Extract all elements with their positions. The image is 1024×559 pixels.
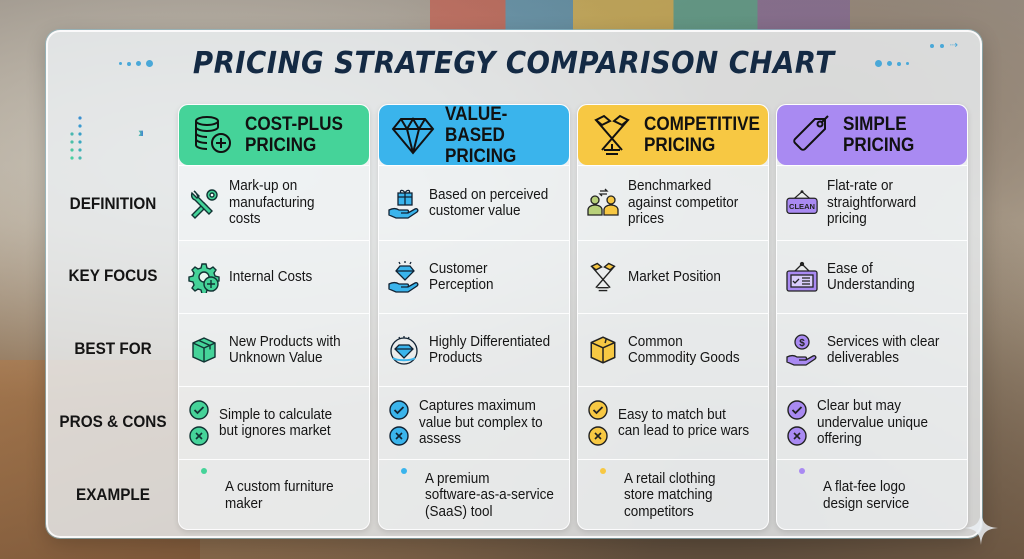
cell-definition: CLEAN Flat-rate or straightforward prici… — [777, 165, 967, 240]
comparison-panel: ⇢ PRICING STRATEGY COMPARISON CHART ››› … — [46, 30, 982, 538]
cell-pros-cons: Captures maximum value but complex to as… — [379, 386, 569, 459]
cell-example: A retail clothing store matching competi… — [578, 459, 768, 529]
background-shelf — [430, 0, 850, 30]
header-label: SIMPLE PRICING — [843, 114, 915, 156]
example-text: A premium software-as-a-service (SaaS) t… — [425, 470, 554, 520]
box-icon — [192, 337, 216, 363]
price-tag-icon — [793, 115, 829, 151]
diamond-hand-icon — [388, 261, 419, 293]
example-text: A custom furniture maker — [225, 479, 334, 512]
clean-sign-icon: CLEAN — [786, 190, 818, 215]
header-label: COMPETITIVE PRICING — [644, 114, 760, 156]
key-focus-text: Internal Costs — [229, 268, 313, 285]
chevrons-decoration: ››› — [138, 124, 146, 140]
x-circle-icon — [389, 426, 409, 446]
bullet-dot — [600, 468, 606, 474]
coin-hand-icon: $ — [786, 334, 817, 366]
definition-text: Mark-up on manufacturing costs — [229, 178, 315, 228]
box-icon — [590, 336, 616, 364]
key-focus-text: Ease of Understanding — [827, 260, 915, 294]
best-for-text: New Products with Unknown Value — [229, 333, 341, 367]
page-title: PRICING STRATEGY COMPARISON CHART — [193, 46, 835, 81]
header-competitive: COMPETITIVE PRICING — [578, 105, 768, 165]
pros-cons-text: Simple to calculate but ignores market — [219, 406, 333, 440]
cell-definition: Based on perceived customer value — [379, 165, 569, 240]
row-label-example: EXAMPLE — [76, 485, 150, 504]
crossed-flags-icon — [594, 114, 630, 155]
x-circle-icon — [588, 426, 608, 446]
cell-best-for: Highly Differentiated Products — [379, 313, 569, 386]
pros-cons-text: Captures maximum value but complex to as… — [419, 398, 543, 448]
cell-best-for: New Products with Unknown Value — [179, 313, 369, 386]
cell-example: A custom furniture maker — [179, 459, 369, 529]
diamond-icon — [391, 117, 435, 155]
x-circle-icon — [189, 426, 209, 446]
column-simple: SIMPLE PRICING CLEAN Flat-rate or straig… — [776, 104, 968, 530]
example-text: A flat-fee logo design service — [823, 479, 910, 512]
title-row: PRICING STRATEGY COMPARISON CHART — [48, 46, 980, 81]
column-competitive: COMPETITIVE PRICING Benchmarked against … — [577, 104, 769, 530]
best-for-text: Highly Differentiated Products — [429, 333, 551, 367]
pros-cons-text: Easy to match but can lead to price wars — [618, 406, 750, 440]
checklist-sign-icon — [786, 261, 818, 292]
cell-definition: Benchmarked against competitor prices — [578, 165, 768, 240]
title-dots-left — [119, 60, 154, 67]
cell-best-for: $ Services with clear deliverables — [777, 313, 967, 386]
gear-plus-icon — [188, 263, 220, 293]
cell-key-focus: Customer Perception — [379, 240, 569, 313]
corner-dots-decoration: ⇢ — [929, 41, 958, 51]
cell-best-for: Common Commodity Goods — [578, 313, 768, 386]
definition-text: Benchmarked against competitor prices — [628, 178, 739, 228]
svg-text:$: $ — [799, 338, 805, 349]
svg-text:CLEAN: CLEAN — [789, 202, 815, 211]
header-simple: SIMPLE PRICING — [777, 105, 967, 165]
header-cost-plus: COST-PLUS PRICING — [179, 105, 369, 165]
bullet-dot — [799, 468, 805, 474]
row-label-key-focus: KEY FOCUS — [68, 266, 158, 285]
crossed-flags-icon — [590, 262, 616, 292]
coins-plus-icon — [195, 116, 231, 153]
check-circle-icon — [389, 400, 409, 420]
key-focus-text: Market Position — [628, 268, 721, 285]
check-circle-icon — [787, 400, 807, 420]
check-circle-icon — [588, 400, 608, 420]
cell-pros-cons: Simple to calculate but ignores market — [179, 386, 369, 459]
dot-grid-decoration — [70, 116, 82, 160]
cell-pros-cons: Easy to match but can lead to price wars — [578, 386, 768, 459]
row-label-definition: DEFINITION — [69, 194, 157, 213]
cell-key-focus: Internal Costs — [179, 240, 369, 313]
wrench-gear-icon — [190, 189, 218, 219]
sparkle-icon — [964, 511, 998, 545]
header-value-based: VALUE-BASED PRICING — [379, 104, 569, 167]
key-focus-text: Customer Perception — [429, 260, 494, 294]
bullet-dot — [201, 468, 207, 474]
check-circle-icon — [189, 400, 209, 420]
pros-cons-text: Clear but may undervalue unique offering — [817, 398, 928, 448]
row-label-best-for: BEST FOR — [74, 339, 152, 358]
cell-definition: Mark-up on manufacturing costs — [179, 165, 369, 240]
column-value-based: VALUE-BASED PRICING Based on perceived c… — [378, 104, 570, 530]
cell-example: A flat-fee logo design service — [777, 459, 967, 529]
cell-pros-cons: Clear but may undervalue unique offering — [777, 386, 967, 459]
column-cost-plus: COST-PLUS PRICING Mark-up on manufacturi… — [178, 104, 370, 530]
gift-hand-icon — [388, 189, 419, 219]
definition-text: Flat-rate or straightforward pricing — [827, 178, 917, 228]
best-for-text: Services with clear deliverables — [827, 333, 940, 367]
diamond-badge-icon — [390, 336, 418, 365]
header-label: COST-PLUS PRICING — [245, 114, 343, 156]
example-text: A retail clothing store matching competi… — [624, 470, 716, 520]
title-dots-right — [874, 60, 909, 67]
x-circle-icon — [787, 426, 807, 446]
people-exchange-icon — [587, 188, 619, 216]
row-label-pros-cons: PROS & CONS — [59, 412, 167, 431]
best-for-text: Common Commodity Goods — [628, 333, 740, 367]
bullet-dot — [401, 468, 407, 474]
header-label: VALUE-BASED PRICING — [445, 104, 517, 167]
cell-example: A premium software-as-a-service (SaaS) t… — [379, 459, 569, 529]
cell-key-focus: Ease of Understanding — [777, 240, 967, 313]
cell-key-focus: Market Position — [578, 240, 768, 313]
definition-text: Based on perceived customer value — [429, 186, 549, 220]
